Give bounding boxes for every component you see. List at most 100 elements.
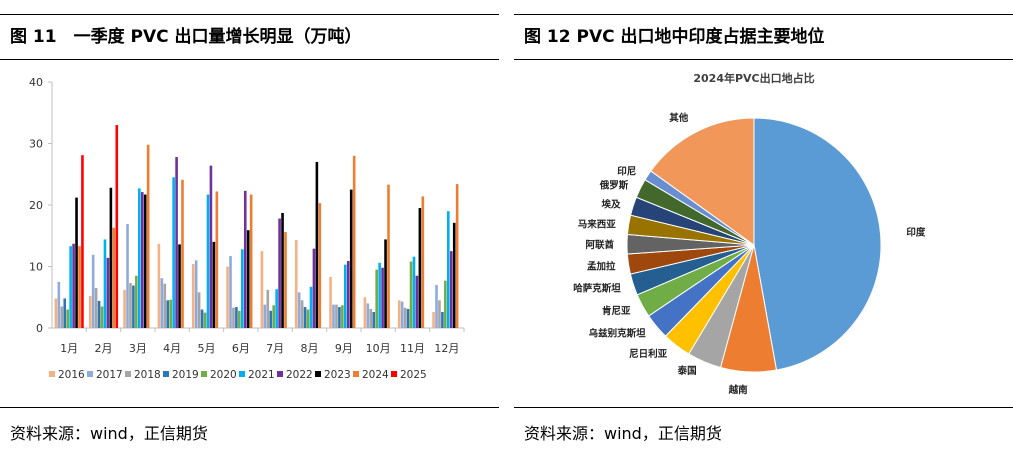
bar-2020 — [203, 312, 207, 329]
bar-2016 — [123, 289, 126, 328]
y-tick-label: 0 — [36, 322, 43, 335]
bar-2022 — [346, 260, 350, 328]
bar-2022 — [278, 218, 281, 328]
bottom-rule — [514, 407, 1013, 408]
legend-label: 2023 — [324, 369, 351, 381]
pie-label: 其他 — [669, 112, 689, 124]
bar-2021 — [103, 239, 107, 328]
bar-2016 — [191, 264, 195, 328]
legend-label: 2022 — [286, 369, 313, 381]
x-tick-label: 10月 — [366, 342, 391, 355]
bar-2016 — [363, 297, 367, 328]
x-tick-label: 3月 — [129, 342, 147, 355]
bar-2021 — [309, 286, 313, 328]
pie-slice-其他 — [650, 117, 755, 246]
bar-2020 — [135, 275, 138, 328]
bar-2018 — [438, 300, 441, 328]
bar-2018 — [369, 308, 373, 328]
bar-2018 — [94, 288, 98, 328]
bar-2017 — [400, 301, 404, 328]
top-rule — [0, 14, 499, 15]
bar-2020 — [238, 310, 241, 328]
pie-label: 肯尼亚 — [602, 305, 631, 317]
bar-2019 — [372, 312, 376, 328]
bar-2019 — [441, 312, 444, 328]
bar-2018 — [335, 304, 338, 328]
bar-2025 — [115, 125, 119, 328]
bar-2019 — [303, 307, 307, 328]
bar-2019 — [338, 307, 341, 328]
x-tick-label: 8月 — [301, 342, 319, 355]
bar-2017 — [435, 284, 438, 328]
bar-2024 — [318, 203, 322, 328]
left-figure-panel: 图 11 一季度 PVC 出口量增长明显（万吨） 0 10 20 30 40 1月 2月 3月… — [0, 0, 499, 462]
legend-swatch — [239, 371, 245, 377]
pie-label: 俄罗斯 — [599, 179, 629, 191]
pie-label: 哈萨克斯坦 — [573, 282, 621, 294]
bar-2022 — [449, 251, 453, 329]
bar-2021 — [206, 194, 210, 328]
bar-2017 — [57, 281, 61, 329]
bar-2024 — [181, 179, 184, 328]
bar-2023 — [75, 197, 78, 328]
bar-2017 — [160, 278, 164, 328]
bar-2019 — [200, 309, 204, 328]
bar-2022 — [72, 243, 75, 328]
legend-swatch — [315, 371, 321, 377]
bar-2024 — [455, 184, 459, 328]
y-tick-label: 10 — [29, 261, 43, 274]
bar-2023 — [452, 222, 456, 328]
y-tick-label: 30 — [29, 138, 43, 151]
legend-swatch — [353, 371, 359, 377]
bar-2016 — [157, 243, 161, 328]
legend-label: 2024 — [362, 369, 389, 381]
bar-2021 — [275, 289, 278, 328]
figure-title: 图 11 一季度 PVC 出口量增长明显（万吨） — [10, 27, 362, 47]
bar-2020 — [169, 299, 172, 328]
legend-label: 2025 — [400, 369, 427, 381]
legend-swatch — [87, 371, 93, 377]
figure-title: 图 12 PVC 出口地中印度占据主要地位 — [524, 27, 825, 47]
legend-label: 2018 — [134, 369, 161, 381]
bar-2021 — [412, 256, 416, 328]
figure-source: 资料来源：wind，正信期货 — [524, 424, 722, 443]
bar-2024 — [249, 194, 253, 328]
bar-2021 — [138, 188, 141, 328]
bar-2024 — [284, 232, 287, 328]
bar-2020 — [306, 309, 310, 328]
pie-label: 乌兹别克斯坦 — [589, 327, 647, 339]
bottom-rule — [0, 407, 499, 408]
bar-2017 — [229, 256, 232, 328]
bar-2024 — [112, 227, 116, 328]
legend-swatch — [49, 371, 55, 377]
bar-2022 — [312, 248, 316, 328]
bar-2023 — [246, 230, 250, 328]
bar-2023 — [178, 244, 181, 328]
x-tick-label: 11月 — [400, 342, 425, 355]
x-tick-label: 9月 — [335, 342, 353, 355]
bar-2023 — [418, 208, 422, 328]
bar-2016 — [329, 276, 332, 328]
x-tick-label: 2月 — [95, 342, 113, 355]
bar-2020 — [444, 280, 447, 328]
pie-label: 印度 — [906, 226, 926, 238]
bar-2019 — [63, 298, 67, 328]
bar-2017 — [194, 260, 198, 328]
pie-label: 马来西亚 — [578, 218, 617, 230]
legend-label: 2020 — [210, 369, 237, 381]
bar-2016 — [54, 298, 58, 328]
bar-2019 — [269, 310, 273, 328]
bar-2021 — [69, 246, 72, 328]
bar-2020 — [100, 306, 104, 328]
bar-2019 — [166, 300, 170, 328]
legend-swatch — [163, 371, 169, 377]
bar-2022 — [209, 165, 213, 328]
bar-2024 — [146, 144, 150, 328]
title-rule — [514, 59, 1013, 60]
bar-2017 — [332, 304, 335, 328]
bar-2021 — [378, 262, 381, 328]
pie-label: 孟加拉 — [587, 260, 616, 272]
bar-2020 — [272, 305, 275, 328]
legend-swatch — [391, 371, 397, 377]
bar-2023 — [384, 239, 387, 328]
